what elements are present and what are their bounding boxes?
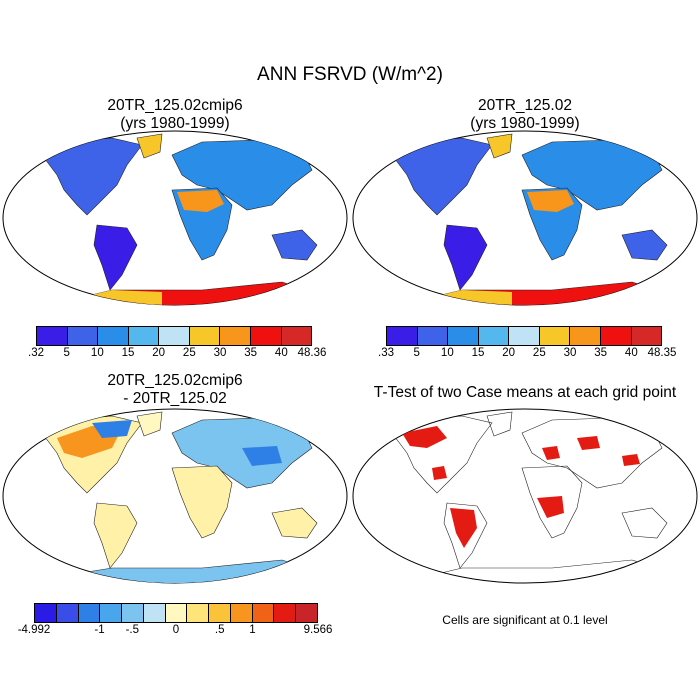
colorbar-tick-label: 48.35 (647, 347, 677, 359)
colorbar-swatch (122, 604, 144, 622)
panel1-title: 20TR_125.02cmip6 (yrs 1980-1999) (40, 97, 310, 133)
colorbar-swatch (220, 327, 251, 345)
colorbar-tick-label: 0 (172, 624, 180, 636)
map-panel2 (352, 130, 698, 306)
colorbar-swatch (281, 327, 312, 345)
map-panel4 (352, 408, 698, 584)
australia (271, 229, 318, 261)
colorbar-swatch (100, 604, 123, 622)
colorbar-swatch (250, 327, 282, 345)
colorbar-swatch (296, 604, 317, 622)
colorbar-tick-label: 15 (471, 347, 485, 359)
colorbar-panel1 (36, 326, 312, 346)
africa (171, 465, 233, 539)
colorbar-swatch (78, 604, 101, 622)
significant-cells (402, 426, 640, 548)
colorbar-swatch (631, 327, 662, 345)
colorbar-tick-label: 35 (244, 347, 258, 359)
sahara (527, 190, 574, 212)
colorbar-swatch (509, 327, 540, 345)
panel2-title-line1: 20TR_125.02 (478, 97, 572, 114)
colorbar-tick-label: 9.566 (303, 624, 333, 636)
colorbar-swatch (187, 604, 210, 622)
colorbar-tick-label: 25 (532, 347, 546, 359)
colorbar-tick-label: 10 (440, 347, 454, 359)
greenland (486, 411, 513, 437)
colorbar-tick-label: 5 (63, 347, 70, 359)
panel2-title: 20TR_125.02 (yrs 1980-1999) (390, 97, 660, 133)
africa (521, 465, 583, 539)
colorbar-swatch (209, 604, 231, 622)
greenland (136, 133, 163, 159)
colorbar-swatch (159, 327, 190, 345)
colorbar-swatch (35, 604, 57, 622)
colorbar-swatch (37, 327, 68, 345)
panel4-title-line1: T-Test of two Case means at each grid po… (373, 384, 677, 401)
colorbar-tick-label: 30 (213, 347, 227, 359)
colorbar-swatch (387, 327, 418, 345)
colorbar-swatch (252, 604, 275, 622)
colorbar-panel2 (386, 326, 662, 346)
colorbar-tick-label: 40 (274, 347, 288, 359)
colorbar-swatch (143, 604, 166, 622)
colorbar-swatch (417, 327, 449, 345)
colorbar-swatch (448, 327, 479, 345)
greenland (486, 133, 513, 159)
south-america (93, 224, 138, 291)
panel3-title-line1: 20TR_125.02cmip6 (107, 372, 243, 389)
south-america (443, 502, 488, 569)
colorbar-tick-label: 20 (152, 347, 166, 359)
colorbar-swatch (67, 327, 99, 345)
colorbar-tick-label: 15 (121, 347, 135, 359)
colorbar-tick-label: 30 (563, 347, 577, 359)
colorbar-tick-label: .5 (214, 624, 225, 636)
panel3-title: 20TR_125.02cmip6 - 20TR_125.02 (40, 372, 310, 408)
map-panel3 (2, 408, 348, 584)
panel1-title-line1: 20TR_125.02cmip6 (107, 97, 243, 114)
colorbar-swatch (230, 604, 253, 622)
colorbar-tick-label: -4.992 (17, 624, 51, 636)
greenland (136, 411, 163, 437)
colorbar-swatch (189, 327, 221, 345)
north-america (391, 415, 493, 494)
colorbar-tick-label: -1 (94, 624, 105, 636)
colorbar-tick-label: .32 (28, 347, 44, 359)
australia (271, 507, 318, 539)
colorbar-swatch (570, 327, 601, 345)
main-title: ANN FSRVD (W/m^2) (257, 64, 443, 85)
panel4-title: T-Test of two Case means at each grid po… (340, 384, 700, 402)
colorbar-tick-label: 25 (182, 347, 196, 359)
colorbar-tick-label: 1 (249, 624, 256, 636)
sahara (177, 190, 224, 212)
panel3-title-line2: - 20TR_125.02 (123, 390, 227, 407)
colorbar-swatch (98, 327, 129, 345)
australia (621, 229, 668, 261)
south-america (443, 224, 488, 291)
colorbar-tick-label: 20 (502, 347, 516, 359)
north-america (391, 137, 493, 216)
colorbar-tick-label: 35 (594, 347, 608, 359)
colorbar-swatch (56, 604, 79, 622)
colorbar-tick-label: -.5 (125, 624, 140, 636)
colorbar-swatch (128, 327, 160, 345)
panel1-title-line2: (yrs 1980-1999) (120, 115, 230, 132)
colorbar-swatch (165, 604, 188, 622)
colorbar-swatch (600, 327, 632, 345)
colorbar-panel3 (34, 603, 318, 623)
colorbar-tick-label: 10 (90, 347, 104, 359)
colorbar-tick-label: 48.36 (297, 347, 327, 359)
colorbar-swatch (274, 604, 297, 622)
colorbar-tick-label: .33 (378, 347, 394, 359)
colorbar-swatch (478, 327, 510, 345)
significance-footnote: Cells are significant at 0.1 level (442, 613, 608, 627)
panel2-title-line2: (yrs 1980-1999) (470, 115, 580, 132)
map-panel1 (2, 130, 348, 306)
north-america (41, 137, 143, 216)
colorbar-tick-label: 40 (624, 347, 638, 359)
australia (621, 507, 668, 539)
south-america (93, 502, 138, 569)
colorbar-swatch (539, 327, 571, 345)
colorbar-tick-label: 5 (413, 347, 420, 359)
